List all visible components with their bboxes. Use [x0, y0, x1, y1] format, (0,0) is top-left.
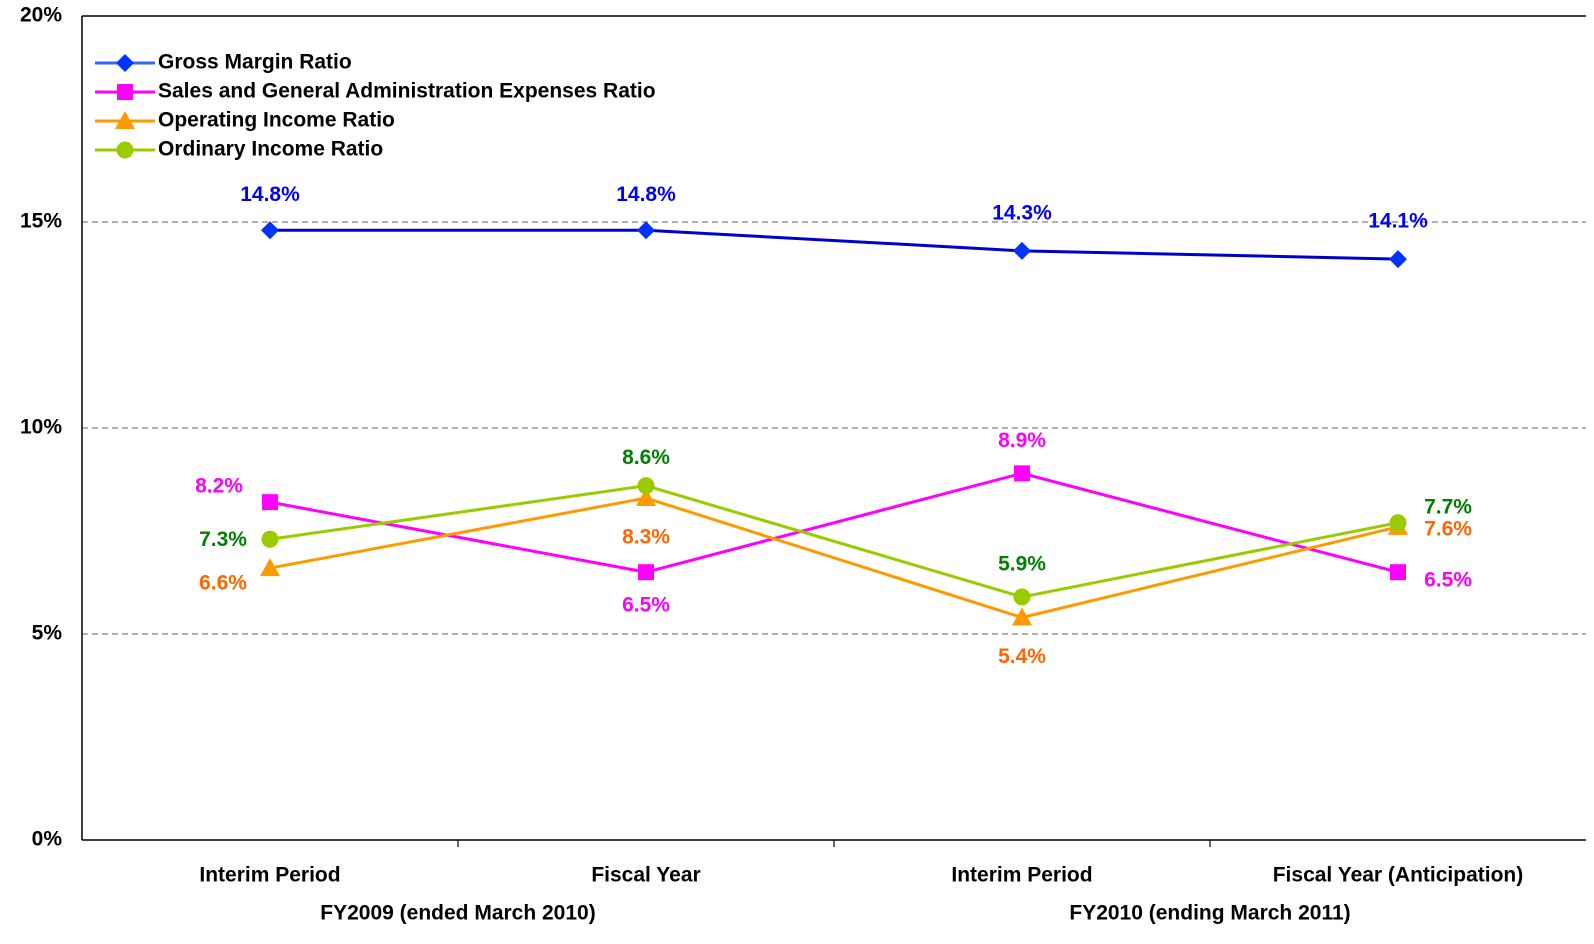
data-point [636, 488, 656, 507]
data-label: 6.6% [199, 572, 247, 595]
data-point [1389, 514, 1407, 532]
data-point [1390, 564, 1406, 581]
data-point [1013, 588, 1031, 606]
series-line [269, 471, 1399, 574]
data-point [261, 530, 279, 548]
data-label: 8.3% [622, 526, 670, 549]
data-point [262, 494, 278, 511]
group-label: FY2009 (ended March 2010) [320, 902, 595, 925]
y-tick-label: 15% [20, 210, 62, 233]
data-label: 14.3% [992, 201, 1052, 224]
data-label: 8.2% [195, 475, 243, 498]
data-point [1012, 607, 1032, 626]
data-label: 6.5% [622, 594, 670, 617]
data-point [637, 477, 655, 495]
data-label: 7.3% [199, 528, 247, 551]
data-label: 5.4% [998, 645, 1046, 668]
series-line [270, 228, 1399, 261]
y-tick-label: 20% [20, 4, 62, 27]
x-tick-label: Interim Period [199, 864, 340, 887]
legend-label: Gross Margin Ratio [158, 51, 352, 74]
series-line [269, 484, 1399, 599]
data-point [637, 221, 655, 240]
y-tick-label: 0% [32, 828, 63, 851]
data-label: 8.9% [998, 429, 1046, 452]
legend-marker [116, 141, 134, 159]
legend-marker [116, 54, 134, 72]
data-point [1389, 250, 1407, 269]
legend-marker [117, 84, 133, 100]
data-point [638, 564, 654, 581]
data-label: 5.9% [998, 552, 1046, 575]
legend-label: Sales and General Administration Expense… [158, 80, 656, 103]
data-point [1014, 465, 1030, 482]
legend-marker [115, 111, 135, 129]
legend-label: Operating Income Ratio [158, 109, 395, 132]
x-tick-label: Interim Period [951, 864, 1092, 887]
data-label: 14.1% [1368, 210, 1428, 233]
series-line [269, 496, 1399, 620]
data-label: 7.6% [1424, 517, 1472, 540]
data-label: 6.5% [1424, 569, 1472, 592]
data-point [261, 221, 279, 240]
x-tick-label: Fiscal Year [591, 864, 700, 887]
x-tick-label: Fiscal Year (Anticipation) [1273, 864, 1524, 887]
y-tick-label: 10% [20, 416, 62, 439]
group-label: FY2010 (ending March 2011) [1069, 902, 1350, 925]
y-tick-label: 5% [32, 622, 63, 645]
data-label: 8.6% [622, 446, 670, 469]
data-point [1013, 241, 1031, 260]
data-label: 7.7% [1424, 495, 1472, 518]
data-point [260, 558, 280, 577]
data-label: 14.8% [616, 183, 676, 206]
data-label: 14.8% [240, 183, 300, 206]
legend-label: Ordinary Income Ratio [158, 138, 383, 161]
